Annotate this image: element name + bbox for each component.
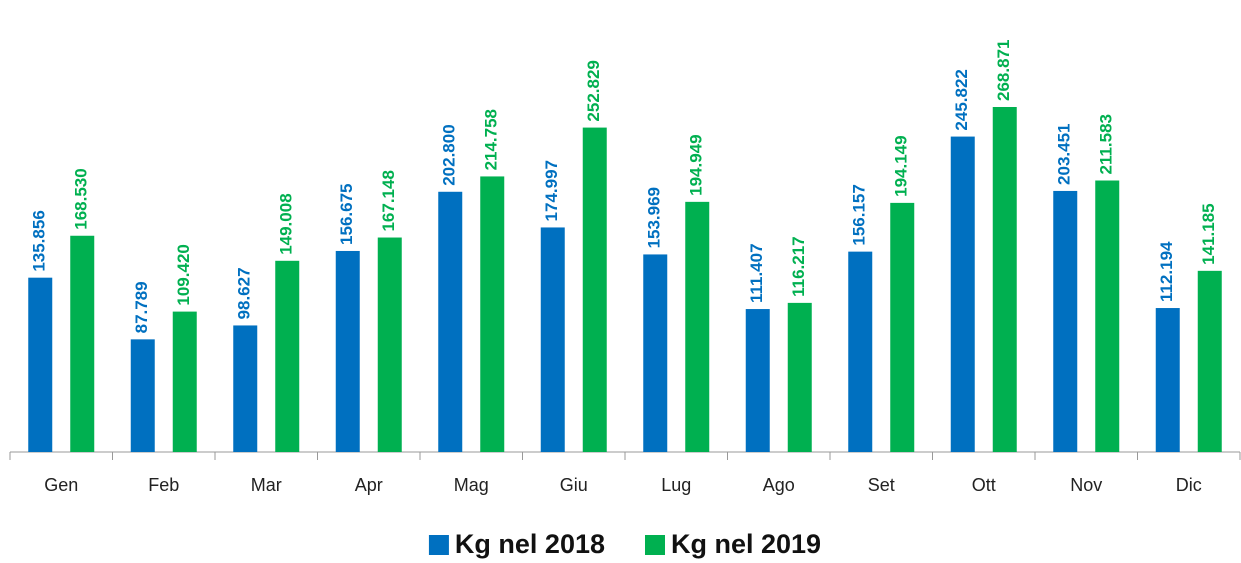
x-tick-label: Feb: [148, 475, 179, 495]
x-tick-label: Nov: [1070, 475, 1102, 495]
bar: [438, 191, 463, 452]
bar: [1197, 270, 1222, 452]
bar: [70, 235, 95, 452]
value-label: 211.583: [1097, 114, 1116, 175]
value-label: 174.997: [542, 160, 561, 221]
value-label: 153.969: [645, 187, 664, 248]
x-tick-label: Ott: [972, 475, 996, 495]
bar: [787, 302, 812, 452]
bar: [745, 309, 770, 452]
x-tick-label: Set: [868, 475, 895, 495]
value-label: 112.194: [1157, 241, 1176, 302]
x-tick-label: Dic: [1176, 475, 1202, 495]
x-tick-label: Apr: [355, 475, 383, 495]
value-label: 167.148: [379, 170, 398, 231]
value-label: 156.675: [337, 184, 356, 245]
bar: [130, 339, 155, 452]
bar: [1095, 180, 1120, 452]
bar: [643, 254, 668, 452]
legend-label: Kg nel 2019: [671, 529, 821, 559]
bar: [582, 127, 607, 453]
value-label: 202.800: [440, 124, 459, 185]
bar: [1053, 190, 1078, 452]
x-tick-label: Mag: [454, 475, 489, 495]
value-label: 203.451: [1055, 123, 1074, 184]
value-label: 194.949: [687, 134, 706, 195]
x-tick-label: Ago: [763, 475, 795, 495]
value-label: 168.530: [72, 168, 91, 229]
bar: [480, 176, 505, 452]
bar: [685, 201, 710, 452]
legend-swatch: [428, 535, 449, 555]
legend-label: Kg nel 2018: [455, 529, 605, 559]
x-tick-label: Giu: [560, 475, 588, 495]
value-label: 87.789: [132, 281, 151, 333]
bar: [890, 202, 915, 452]
legend-swatch: [645, 535, 665, 555]
value-label: 109.420: [174, 244, 193, 305]
bar: [377, 237, 402, 452]
value-label: 245.822: [952, 69, 971, 130]
bar: [848, 251, 873, 452]
x-tick-label: Lug: [661, 475, 691, 495]
bar: [540, 227, 565, 452]
bar: [950, 136, 975, 452]
bar: [1155, 308, 1180, 452]
value-label: 98.627: [235, 267, 254, 319]
value-label: 156.157: [850, 184, 869, 245]
x-tick-label: Gen: [44, 475, 78, 495]
value-label: 111.407: [747, 243, 766, 303]
bar: [28, 277, 53, 452]
value-label: 116.217: [789, 236, 808, 297]
value-label: 252.829: [584, 60, 603, 121]
x-tick-label: Mar: [251, 475, 282, 495]
bar: [233, 325, 258, 452]
bar: [275, 260, 300, 452]
value-label: 135.856: [30, 210, 49, 271]
value-label: 141.185: [1199, 203, 1218, 264]
value-label: 194.149: [892, 135, 911, 196]
value-label: 268.871: [994, 40, 1013, 101]
bar: [335, 250, 360, 452]
value-label: 149.008: [277, 193, 296, 254]
bar: [172, 311, 197, 452]
value-label: 214.758: [482, 109, 501, 170]
bar: [992, 107, 1017, 452]
